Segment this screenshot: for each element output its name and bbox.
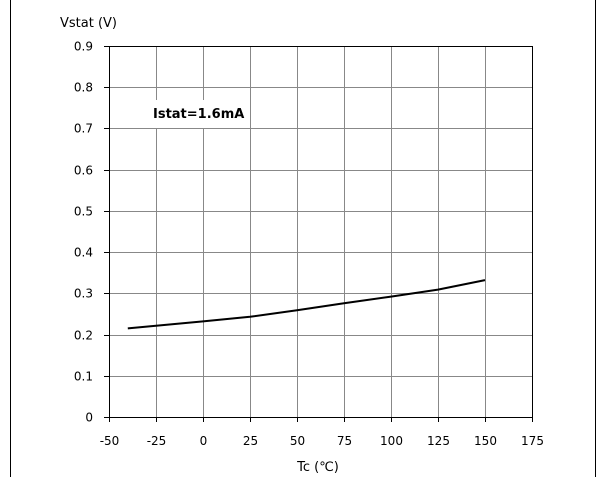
tick-layer: [104, 46, 533, 422]
x-tick-label: -50: [100, 434, 120, 448]
series-line: [127, 279, 486, 330]
x-axis-title: Tc (℃): [296, 460, 339, 475]
tick-label-layer: -50 -25 0 25 50 75 100 125 150 175 0 0.1 0.2 0.3 0.4 0.…: [74, 40, 544, 449]
x-tick-label: 100: [380, 434, 403, 448]
grid-layer: [109, 46, 533, 418]
x-tick-label: 0: [200, 434, 208, 448]
y-tick-label: 0.4: [74, 246, 93, 260]
y-tick-label: 0.7: [74, 122, 93, 136]
annotation-label: Istat=1.6mA: [153, 107, 244, 122]
y-tick-label: 0.3: [74, 287, 93, 301]
x-tick-label: 175: [521, 434, 544, 448]
plot-frame: [109, 46, 533, 418]
annotation-background: [150, 100, 248, 128]
y-tick-label: 0.8: [74, 81, 93, 95]
y-tick-label: 0.9: [74, 40, 93, 54]
y-axis-title: Vstat (V): [60, 16, 117, 31]
x-tick-label: 125: [427, 434, 450, 448]
x-tick-label: 150: [474, 434, 497, 448]
y-tick-label: 0.1: [74, 370, 93, 384]
x-tick-label: -25: [147, 434, 167, 448]
x-tick-label: 25: [243, 434, 258, 448]
y-tick-label: 0.2: [74, 329, 93, 343]
y-tick-label: 0: [85, 411, 93, 425]
x-tick-label: 75: [337, 434, 352, 448]
series-layer: [127, 279, 486, 330]
y-tick-label: 0.6: [74, 164, 93, 178]
x-tick-label: 50: [290, 434, 305, 448]
y-tick-label: 0.5: [74, 205, 93, 219]
